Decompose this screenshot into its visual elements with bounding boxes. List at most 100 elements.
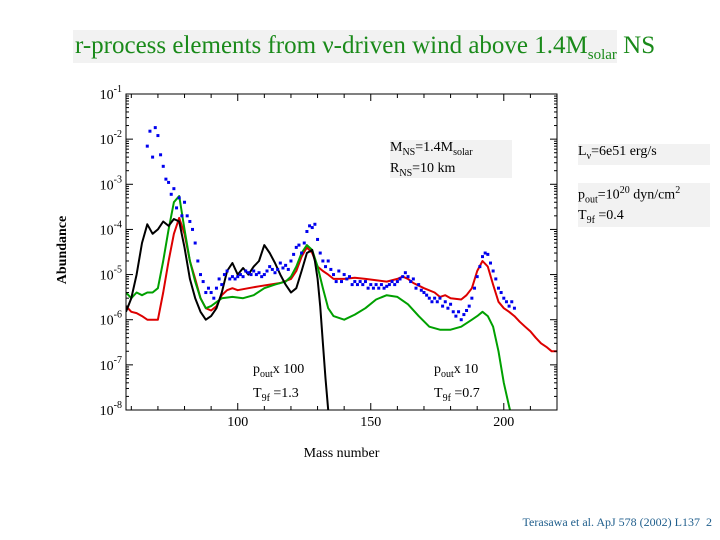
data-point — [401, 275, 405, 279]
data-point — [297, 243, 301, 247]
data-point — [257, 271, 261, 275]
data-point — [371, 286, 375, 290]
data-point — [353, 280, 357, 284]
plot-frame — [125, 93, 558, 411]
data-point — [451, 310, 455, 314]
data-point — [425, 293, 429, 297]
axis-layer: 100 150 200 10-8 10-7 10-6 10-5 10-4 10-3 10-2 10-… — [100, 84, 558, 430]
data-point — [499, 291, 503, 295]
data-point — [175, 206, 179, 210]
data-point — [332, 273, 336, 277]
data-point — [446, 306, 450, 310]
data-point — [475, 275, 479, 279]
data-point — [422, 291, 426, 295]
data-point — [483, 251, 487, 255]
data-point — [225, 269, 229, 273]
data-point — [281, 266, 285, 270]
data-point — [430, 300, 434, 304]
title-subscript: solar — [587, 47, 617, 63]
data-point — [350, 283, 354, 287]
title-background — [73, 30, 617, 63]
data-point — [363, 280, 367, 284]
data-point — [148, 129, 152, 133]
title-text: r-process elements from ν-driven wind ab… — [75, 32, 588, 59]
y-tick-label: 10-6 — [100, 310, 122, 329]
data-point — [159, 153, 163, 157]
data-point — [198, 273, 202, 277]
data-point — [265, 269, 269, 273]
black-curve-label: poutx 100 T9f =1.3 — [253, 362, 305, 404]
data-point — [382, 286, 386, 290]
data-point — [491, 269, 495, 273]
x-tick-label: 150 — [360, 415, 381, 430]
data-point — [324, 265, 328, 269]
data-point — [361, 283, 365, 287]
data-point — [329, 267, 333, 271]
data-point — [427, 296, 431, 300]
x-tick-label: 100 — [227, 415, 248, 430]
data-point — [510, 300, 514, 304]
y-tick-label: 10-8 — [100, 400, 122, 419]
green-curve-label: poutx 10 T9f =0.7 — [434, 362, 480, 404]
data-point — [316, 237, 320, 241]
data-point — [214, 286, 218, 290]
data-point — [254, 273, 258, 277]
data-point — [321, 259, 325, 263]
data-point — [406, 275, 410, 279]
data-point — [172, 187, 176, 191]
series-line-000000 — [126, 218, 330, 410]
data-point — [268, 265, 272, 269]
data-point — [443, 300, 447, 304]
data-point — [302, 241, 306, 245]
data-point — [379, 283, 383, 287]
data-point — [204, 291, 208, 295]
data-point — [326, 259, 330, 263]
data-point — [337, 269, 341, 273]
data-point — [161, 164, 165, 168]
series-layer — [126, 126, 557, 410]
slide-title: r-process elements from ν-driven wind ab… — [75, 32, 655, 64]
data-point — [292, 252, 296, 256]
data-point — [433, 296, 437, 300]
data-point — [294, 245, 298, 249]
title-tail: NS — [616, 32, 656, 59]
data-point — [244, 269, 248, 273]
data-point — [318, 251, 322, 255]
data-point — [419, 288, 423, 292]
data-point — [220, 283, 224, 287]
data-point — [196, 259, 200, 263]
data-point — [164, 177, 168, 181]
data-point — [188, 219, 192, 223]
y-tick-label: 10-1 — [100, 84, 122, 103]
y-tick-label: 10-4 — [100, 219, 122, 238]
data-point — [289, 259, 293, 263]
data-point — [233, 277, 237, 281]
data-point — [411, 277, 415, 281]
data-point — [486, 252, 490, 256]
data-point — [504, 300, 508, 304]
data-point — [276, 267, 280, 271]
data-point — [252, 269, 256, 273]
data-point — [228, 277, 232, 281]
data-point — [167, 180, 171, 184]
data-point — [246, 271, 250, 275]
data-point — [217, 277, 221, 281]
data-point — [355, 283, 359, 287]
data-point — [507, 304, 511, 308]
data-point — [369, 283, 373, 287]
citation-text: Terasawa et al. ApJ 578 (2002) L137 — [522, 515, 700, 529]
data-point — [340, 280, 343, 284]
data-point — [183, 200, 187, 204]
data-point — [241, 275, 245, 279]
data-point — [494, 277, 498, 281]
data-point — [222, 273, 226, 277]
data-point — [496, 286, 500, 290]
data-point — [377, 286, 381, 290]
data-point — [209, 291, 213, 295]
x-tick-label: 200 — [493, 415, 514, 430]
data-point — [481, 255, 485, 259]
data-point — [409, 280, 413, 284]
data-point — [457, 310, 461, 314]
y-axis-label: Abundance — [55, 216, 70, 284]
